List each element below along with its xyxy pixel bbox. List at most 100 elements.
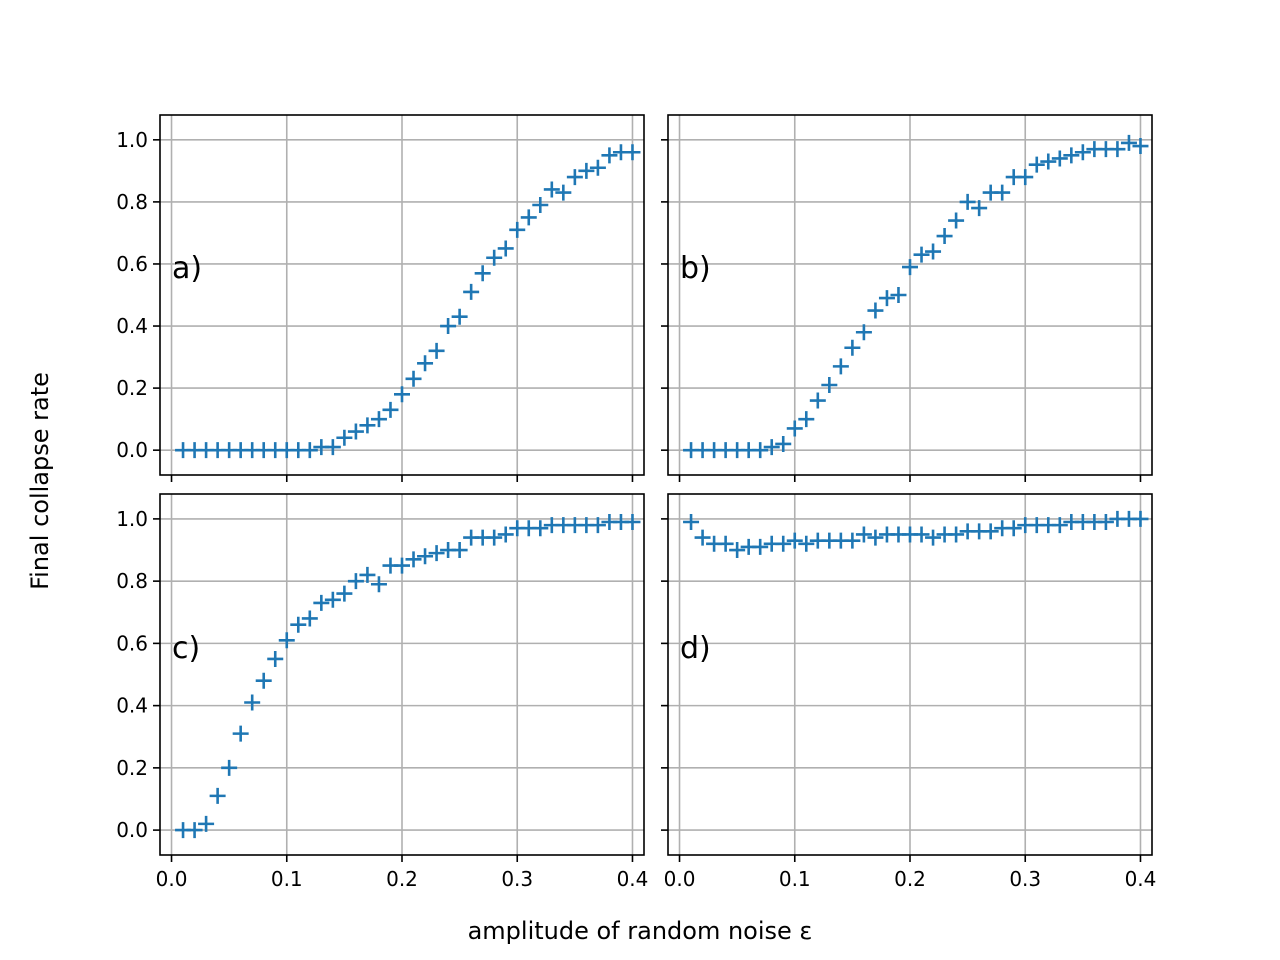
y-tick-label: 0.8 [116, 190, 148, 214]
data-point [509, 221, 526, 238]
data-point [555, 184, 572, 201]
data-point [290, 616, 307, 633]
data-point [578, 162, 595, 179]
data-point [589, 517, 606, 534]
data-point [913, 246, 930, 263]
data-point [775, 435, 792, 452]
data-point [347, 573, 364, 590]
data-point [798, 535, 815, 552]
y-tick-label: 0.0 [116, 818, 148, 842]
x-tick-label: 0.1 [779, 867, 811, 891]
data-point [1040, 153, 1057, 170]
panel-label: c) [172, 631, 200, 666]
data-point [232, 725, 249, 742]
x-axis-title: amplitude of random noise ε [468, 917, 813, 945]
data-point [301, 442, 318, 459]
data-point [752, 442, 769, 459]
y-tick-label: 0.4 [116, 314, 148, 338]
data-point [994, 184, 1011, 201]
y-tick-label: 0.2 [116, 756, 148, 780]
data-point [948, 526, 965, 543]
panel-2: b) [661, 114, 1153, 482]
y-tick-label: 0.0 [116, 438, 148, 462]
data-point [347, 423, 364, 440]
data-point [867, 302, 884, 319]
data-point [1132, 510, 1149, 527]
data-point [683, 514, 700, 531]
x-tick-label: 0.3 [1009, 867, 1041, 891]
data-point [855, 526, 872, 543]
data-point [1120, 134, 1137, 151]
data-point [786, 532, 803, 549]
data-point [474, 265, 491, 282]
x-tick-label: 0.4 [1125, 867, 1157, 891]
data-point [278, 632, 295, 649]
data-point [382, 401, 399, 418]
x-tick-label: 0.1 [271, 867, 303, 891]
data-point [417, 548, 434, 565]
data-point [1063, 147, 1080, 164]
data-point [497, 526, 514, 543]
data-point [821, 377, 838, 393]
panel-label: a) [172, 251, 202, 286]
data-point [428, 545, 445, 562]
data-point [775, 535, 792, 552]
data-point [1028, 156, 1045, 173]
y-tick-label: 0.6 [116, 252, 148, 276]
data-point [867, 529, 884, 546]
data-point [936, 228, 953, 245]
data-point [440, 318, 457, 335]
panel-3: 0.0 0.1 0.2 0.3 0.4 0.0 0.2 0.4 0.6 0.8 1.0 c) [116, 493, 648, 891]
data-point [267, 650, 284, 667]
data-point [1097, 514, 1114, 531]
panel-label: d) [680, 631, 711, 666]
y-tick-label: 0.6 [116, 631, 148, 655]
panel-4: 0.0 0.1 0.2 0.3 0.4 d) [661, 493, 1157, 891]
data-point [694, 529, 711, 546]
x-tick-label: 0.0 [156, 867, 188, 891]
x-tick-label: 0.0 [664, 867, 696, 891]
panels: 0.00.20.40.60.81.0a) b)0.0 0.1 0.2 0.3 0.40.0… [116, 114, 1157, 891]
data-point [532, 520, 549, 537]
y-tick-label: 0.2 [116, 376, 148, 400]
data-point [394, 557, 410, 574]
data-point [405, 370, 422, 387]
data-point [301, 610, 318, 627]
data-point [809, 392, 826, 409]
x-tick-label: 0.2 [894, 867, 926, 891]
data-point [463, 283, 480, 300]
data-point [417, 355, 434, 372]
data-point [255, 672, 272, 689]
data-point [589, 159, 606, 176]
data-point [729, 542, 746, 559]
data-point [198, 815, 215, 832]
data-point [543, 181, 560, 198]
data-point [1132, 138, 1149, 155]
data-point [244, 694, 261, 711]
data-point [313, 594, 330, 611]
y-tick-label: 1.0 [116, 507, 148, 531]
data-point [832, 358, 849, 375]
data-point [520, 209, 537, 226]
data-point [844, 532, 861, 549]
data-point [336, 429, 353, 446]
data-point [359, 417, 376, 434]
data-point [451, 308, 468, 325]
data-point [601, 147, 618, 164]
data-point [1051, 150, 1068, 167]
data-point [844, 339, 861, 356]
data-point [786, 420, 803, 437]
x-tick-label: 0.2 [386, 867, 418, 891]
data-point [394, 386, 410, 403]
data-point [405, 551, 422, 568]
data-point [451, 542, 468, 559]
data-point [221, 759, 238, 776]
data-point [971, 200, 988, 217]
axes-frame [159, 114, 645, 476]
data-point [336, 585, 353, 602]
data-point [428, 342, 445, 359]
data-point [925, 243, 942, 260]
data-point [624, 144, 641, 161]
y-tick-label: 1.0 [116, 128, 148, 152]
